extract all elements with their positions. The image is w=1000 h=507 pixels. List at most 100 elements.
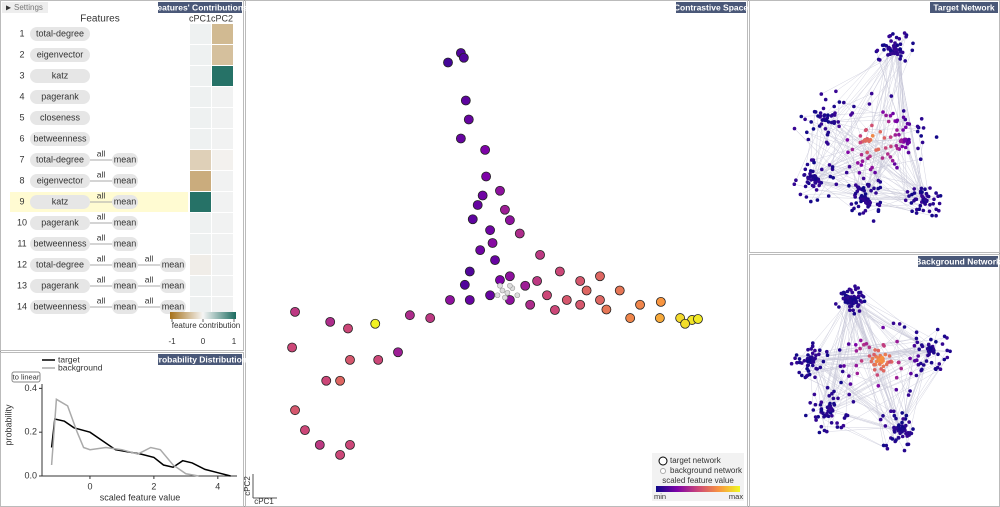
target-point[interactable]	[460, 95, 471, 106]
target-point[interactable]	[554, 266, 565, 277]
target-point[interactable]	[490, 255, 500, 266]
target-point[interactable]	[495, 185, 505, 196]
feature-pill[interactable]	[160, 279, 186, 293]
target-point[interactable]	[500, 204, 510, 215]
feature-pill[interactable]	[112, 153, 138, 167]
target-point[interactable]	[595, 295, 605, 305]
target-point[interactable]	[575, 299, 586, 310]
target-point[interactable]	[514, 228, 525, 239]
target-point[interactable]	[481, 171, 492, 182]
target-point[interactable]	[404, 310, 415, 321]
target-point[interactable]	[314, 439, 325, 450]
feature-pill[interactable]	[30, 48, 90, 62]
target-point[interactable]	[290, 306, 300, 317]
target-point[interactable]	[487, 238, 498, 248]
target-point[interactable]	[467, 214, 478, 225]
target-point[interactable]	[464, 295, 475, 305]
target-point[interactable]	[290, 405, 300, 416]
target-point[interactable]	[477, 190, 488, 201]
target-point[interactable]	[535, 249, 545, 260]
target-point[interactable]	[325, 316, 336, 327]
target-point[interactable]	[542, 290, 552, 301]
feature-pill[interactable]	[30, 69, 90, 83]
feature-pill[interactable]	[30, 195, 90, 209]
target-point[interactable]	[445, 295, 455, 305]
target-point[interactable]	[373, 354, 384, 365]
settings-label[interactable]: Settings	[14, 3, 43, 12]
target-point[interactable]	[550, 305, 560, 315]
feature-pill[interactable]	[112, 174, 138, 188]
target-point[interactable]	[455, 133, 466, 144]
scale-button[interactable]	[11, 371, 41, 383]
target-point[interactable]	[425, 313, 436, 323]
target-point[interactable]	[485, 225, 495, 236]
feature-pill[interactable]	[112, 279, 138, 293]
target-point[interactable]	[393, 347, 403, 358]
target-point[interactable]	[472, 200, 483, 210]
target-point[interactable]	[485, 290, 495, 301]
target-point[interactable]	[321, 375, 332, 386]
target-point[interactable]	[520, 280, 531, 291]
target-point[interactable]	[370, 318, 381, 329]
target-point[interactable]	[575, 276, 586, 286]
feature-pill[interactable]	[30, 90, 90, 104]
settings-toggle[interactable]	[2, 2, 48, 13]
network-edge	[835, 49, 895, 92]
target-point[interactable]	[693, 314, 703, 324]
target-point[interactable]	[655, 296, 666, 307]
target-point[interactable]	[458, 52, 469, 63]
button-label[interactable]: to linear	[13, 372, 40, 381]
feature-pill[interactable]	[30, 153, 90, 167]
target-point[interactable]	[343, 323, 353, 334]
target-point[interactable]	[561, 295, 572, 305]
target-point[interactable]	[300, 425, 310, 436]
network-node	[863, 128, 868, 133]
network-node	[861, 295, 866, 299]
target-point[interactable]	[654, 313, 665, 323]
network-node	[828, 404, 833, 408]
target-point[interactable]	[525, 299, 536, 310]
target-point[interactable]	[459, 279, 470, 290]
target-point[interactable]	[680, 318, 691, 329]
target-point[interactable]	[635, 299, 645, 310]
feature-pill[interactable]	[30, 279, 90, 293]
feature-pill[interactable]	[112, 300, 138, 314]
feature-pill[interactable]	[112, 237, 138, 251]
feature-pill[interactable]	[30, 258, 90, 272]
target-point[interactable]	[614, 285, 625, 296]
feature-pill[interactable]	[112, 195, 138, 209]
target-point[interactable]	[287, 342, 297, 353]
target-point[interactable]	[335, 375, 345, 386]
feature-pill[interactable]	[30, 216, 90, 230]
feature-pill[interactable]	[30, 237, 90, 251]
feature-pill[interactable]	[30, 111, 90, 125]
network-node	[832, 104, 836, 109]
target-point[interactable]	[504, 271, 515, 282]
target-point[interactable]	[345, 354, 355, 365]
feature-pill[interactable]	[112, 216, 138, 230]
feature-pill[interactable]	[160, 258, 186, 272]
feature-pill[interactable]	[30, 132, 90, 146]
network-node	[872, 352, 876, 357]
target-point[interactable]	[475, 245, 486, 256]
target-point[interactable]	[335, 449, 345, 460]
target-point[interactable]	[345, 439, 355, 450]
target-point[interactable]	[625, 313, 636, 323]
target-point[interactable]	[595, 271, 605, 282]
network-node	[900, 420, 904, 425]
network-node	[827, 163, 832, 167]
feature-pill[interactable]	[112, 258, 138, 272]
target-point[interactable]	[581, 285, 592, 296]
target-point[interactable]	[480, 144, 491, 155]
target-point[interactable]	[443, 57, 453, 68]
target-point[interactable]	[463, 114, 474, 125]
feature-pill[interactable]	[30, 300, 90, 314]
feature-pill[interactable]	[30, 174, 90, 188]
feature-pill[interactable]	[160, 300, 186, 314]
feature-pill[interactable]	[30, 27, 90, 41]
network-node	[904, 431, 908, 436]
target-point[interactable]	[532, 276, 542, 286]
target-point[interactable]	[464, 266, 475, 277]
target-point[interactable]	[504, 215, 515, 226]
target-point[interactable]	[601, 304, 612, 315]
